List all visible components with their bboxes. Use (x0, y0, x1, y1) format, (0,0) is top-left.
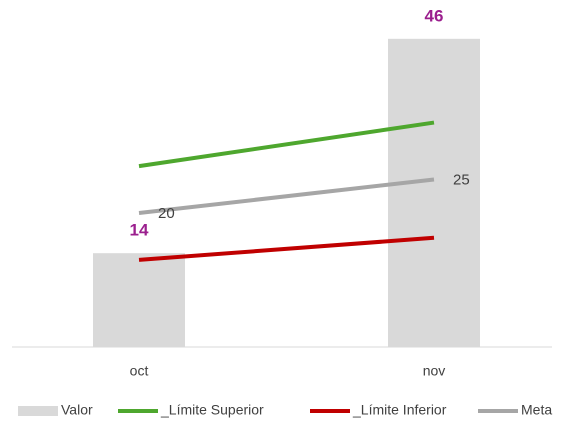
line-series (138, 120, 435, 169)
legend-swatch (18, 406, 58, 416)
line-series (138, 235, 435, 262)
x-tick-label: oct (130, 363, 149, 379)
legend-label: _Límite Superior (160, 402, 264, 418)
bar (93, 253, 185, 347)
data-label: 25 (453, 171, 470, 188)
legend-label: Meta (521, 402, 552, 418)
data-label: 20 (158, 205, 175, 222)
legend-label: Valor (61, 402, 93, 418)
legend-label: _Límite Inferior (352, 402, 447, 418)
line-series (138, 177, 435, 215)
bar (388, 38, 480, 348)
data-label: 46 (425, 6, 444, 25)
data-label: 14 (130, 221, 149, 240)
x-tick-label: nov (423, 363, 446, 379)
